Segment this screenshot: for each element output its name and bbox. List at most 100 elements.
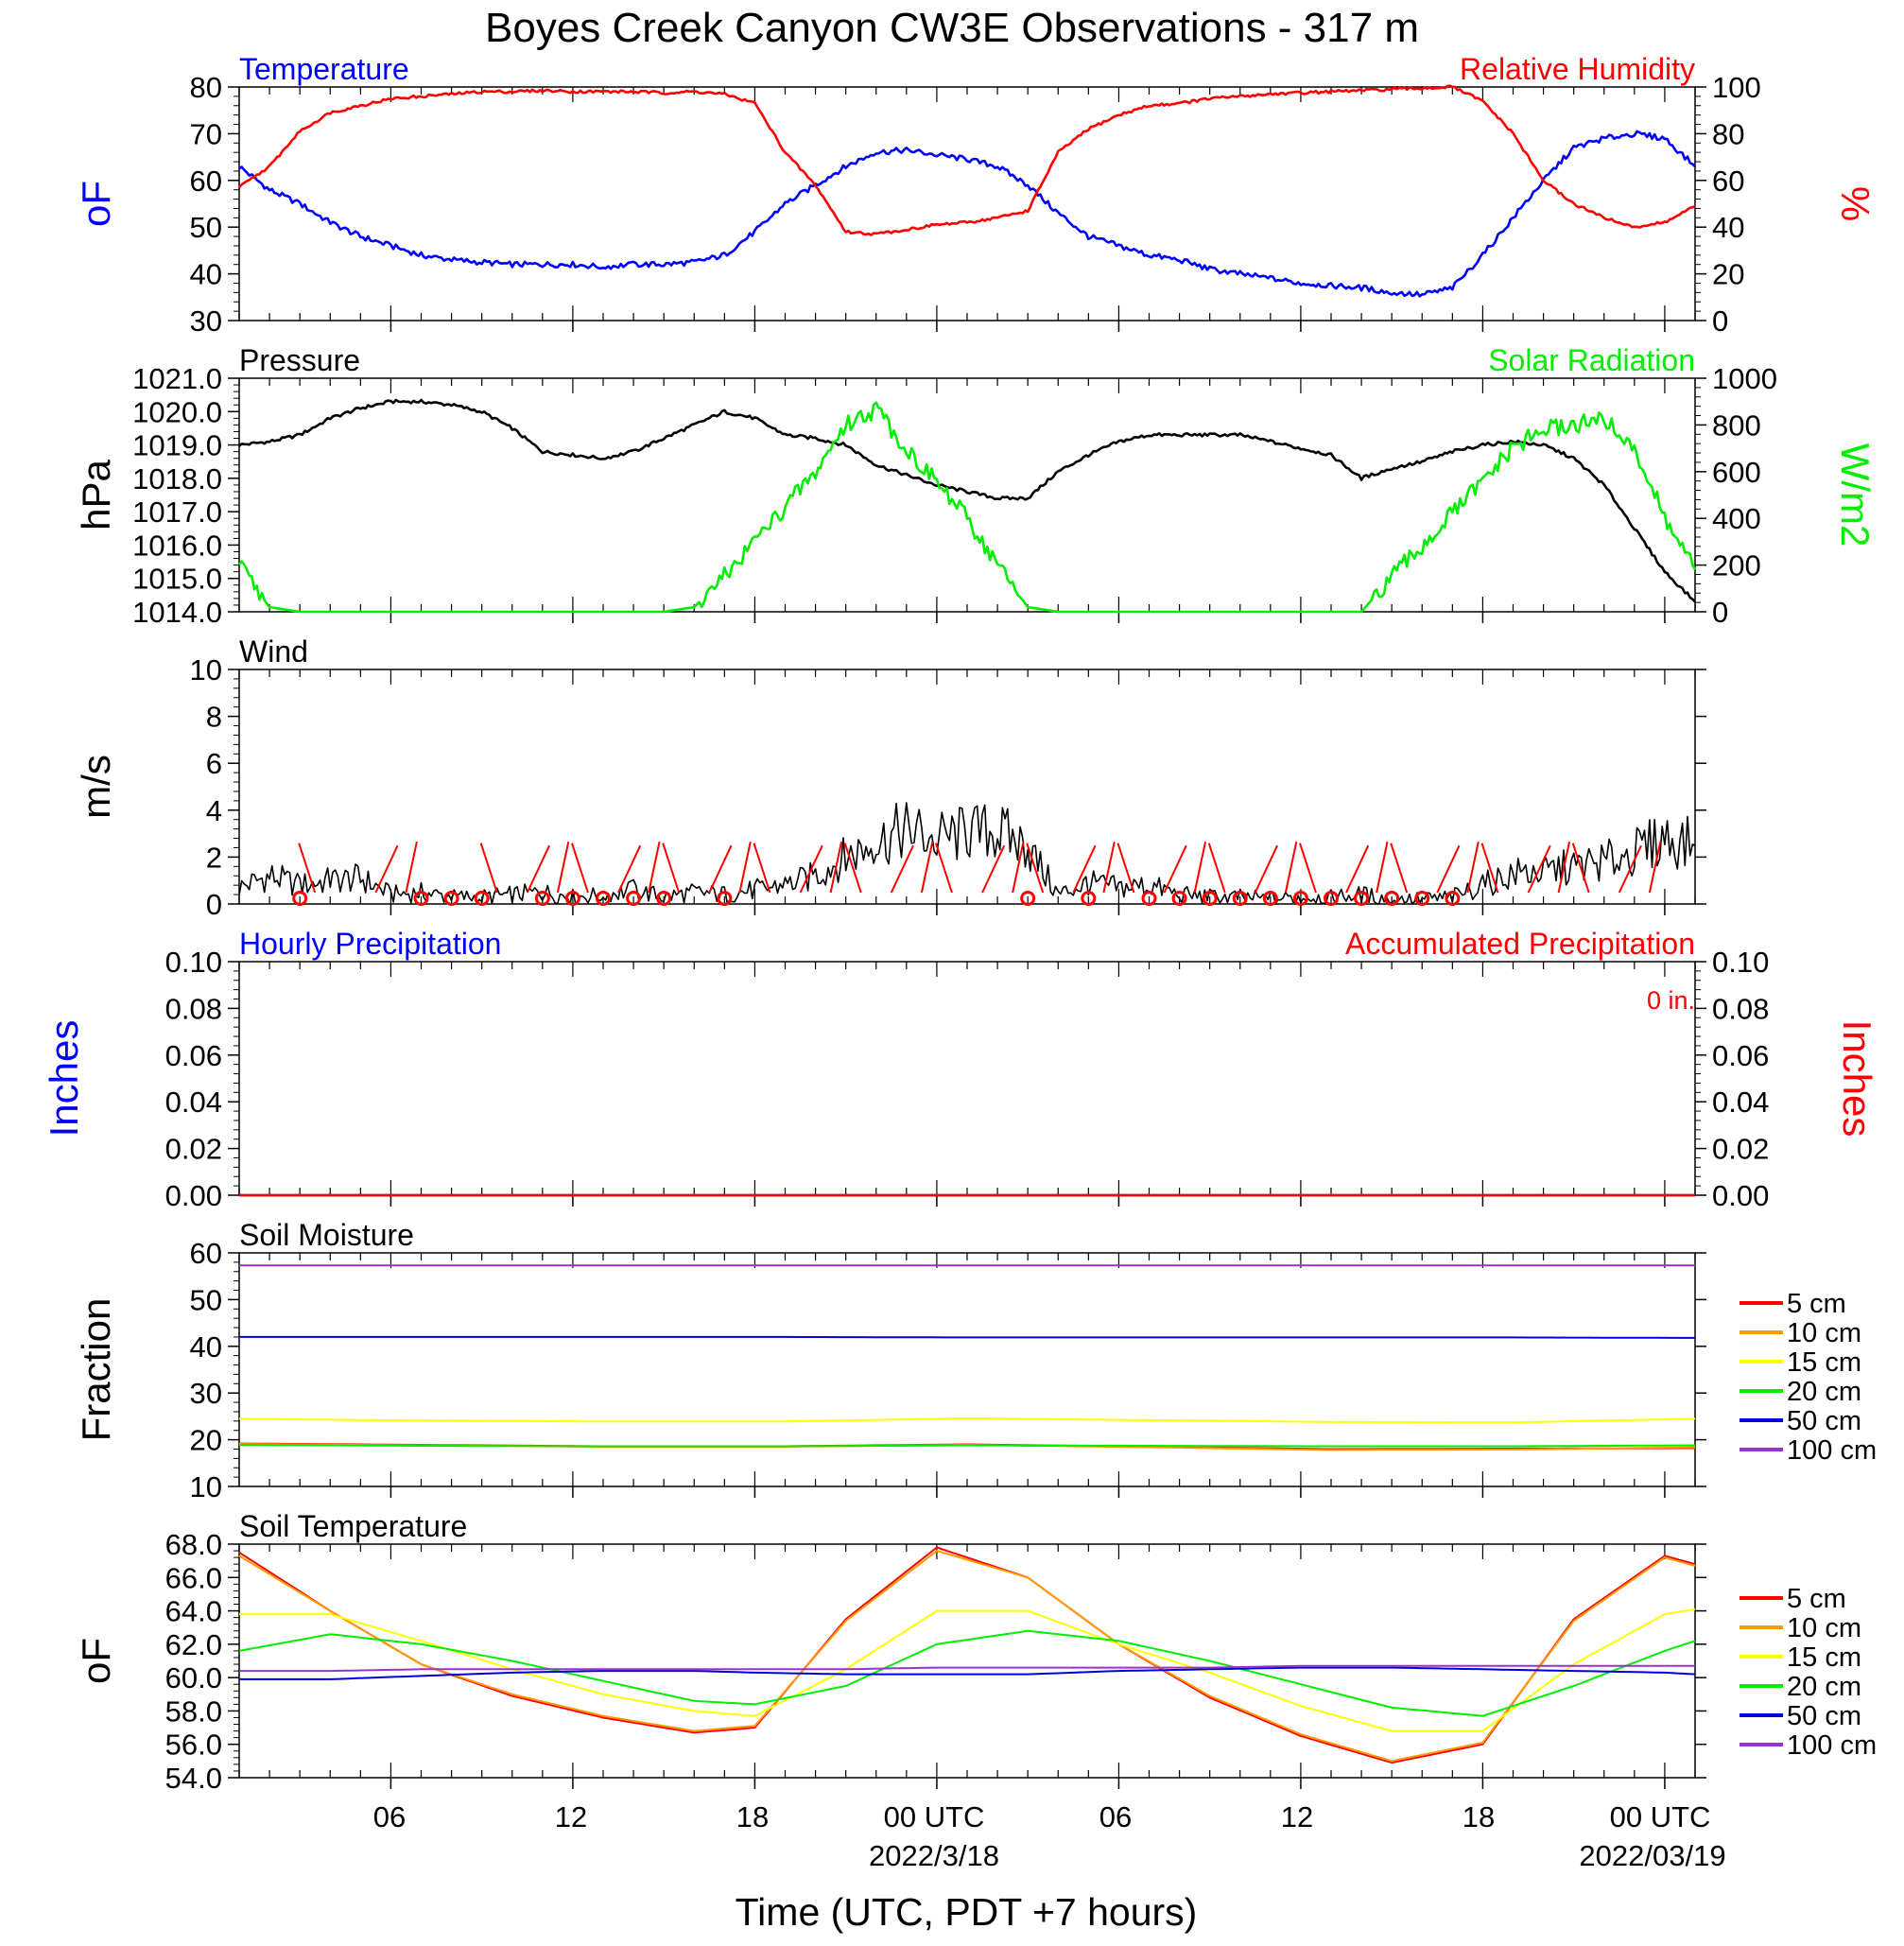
- x-tick-label: 00 UTC: [1610, 1800, 1711, 1833]
- panel-soil-temperature: 68.066.064.062.060.058.056.054.0 Soil Tem…: [74, 1509, 1877, 1795]
- y-tick-label-left: 0.00: [165, 1179, 222, 1212]
- y-tick-label-left: 30: [190, 1377, 222, 1410]
- wind-barb: [1026, 843, 1045, 894]
- wind-barb: [556, 841, 570, 894]
- wind-barb: [1207, 843, 1226, 894]
- panel-title-right: Solar Radiation: [1488, 343, 1695, 377]
- calm-wind-marker: [1232, 891, 1248, 906]
- y-tick-label-right: 60: [1712, 165, 1744, 198]
- series-line-50-cm: [239, 1335, 1695, 1339]
- y-tick-label-left: 56.0: [165, 1729, 222, 1762]
- legend-label: 10 cm: [1787, 1613, 1861, 1643]
- y-tick-label-left: 20: [190, 1424, 222, 1457]
- calm-wind-marker: [1354, 891, 1370, 906]
- series-line-relative-humidity: [238, 84, 1696, 236]
- calm-wind-marker: [1324, 891, 1339, 906]
- wind-barb: [405, 841, 418, 894]
- y-tick-label-right: 0: [1712, 596, 1728, 629]
- panel-temperature-humidity: 80 70 60 50 40 30 100 80 60 40 20 0 Temperature Relat…: [74, 52, 1878, 338]
- y-tick-label-right: 0.06: [1712, 1039, 1769, 1072]
- calm-wind-marker: [1414, 891, 1430, 906]
- wind-barb: [843, 843, 862, 894]
- series-line-15-cm: [239, 1607, 1696, 1732]
- y-tick-label-left: 1016.0: [132, 529, 222, 562]
- x-tick-label: 00 UTC: [884, 1800, 985, 1833]
- panel-precipitation: 0.10 0.08 0.06 0.04 0.02 0.00 0.10 0.08 0.06 0.04…: [42, 927, 1879, 1212]
- y-axis-label-left: oF: [74, 181, 118, 227]
- panel-frame: [238, 1543, 1696, 1779]
- wind-barb: [526, 844, 550, 894]
- wind-barb: [920, 841, 934, 894]
- calm-wind-marker: [1292, 891, 1308, 906]
- wind-barb: [935, 843, 953, 894]
- wind-barb: [1254, 844, 1278, 894]
- legend-label: 100 cm: [1787, 1435, 1877, 1466]
- series-line-20-cm: [238, 1629, 1696, 1717]
- y-tick-label-left: 70: [190, 117, 222, 150]
- calm-wind-marker: [443, 891, 459, 906]
- y-tick-label-left: 1017.0: [132, 495, 222, 529]
- calm-wind-marker: [534, 891, 550, 906]
- panel-title-left: Soil Temperature: [239, 1509, 467, 1543]
- legend-label: 5 cm: [1787, 1289, 1846, 1319]
- legend-label: 20 cm: [1787, 1672, 1861, 1702]
- calm-wind-marker: [1445, 891, 1461, 906]
- x-axis-labels: 06 12 18 00 UTC 06 12 18 00 UTC 2022/3/1…: [373, 1800, 1726, 1934]
- x-tick-label: 12: [1281, 1800, 1313, 1833]
- calm-wind-marker: [413, 891, 429, 906]
- y-tick-label-right: 0.02: [1712, 1133, 1769, 1166]
- wind-barb: [829, 841, 843, 894]
- y-tick-label-left: 62.0: [165, 1628, 222, 1661]
- y-axis-label-left: Inches: [42, 1020, 86, 1138]
- wind-barb: [1163, 844, 1187, 894]
- y-tick-label-left: 60: [190, 165, 222, 198]
- wind-barb: [1012, 841, 1025, 894]
- calm-wind-marker: [717, 891, 733, 906]
- wind-barb: [753, 843, 771, 894]
- wind-barb: [617, 844, 642, 894]
- series-line-temperature: [238, 130, 1696, 298]
- y-axis-label-right: Inches: [1835, 1020, 1879, 1138]
- y-tick-label-left: 10: [190, 1470, 222, 1503]
- wind-barb: [799, 844, 823, 894]
- calm-wind-marker: [626, 891, 642, 906]
- y-axis-label-left: hPa: [74, 459, 118, 530]
- panel-title-left: Hourly Precipitation: [239, 927, 501, 961]
- y-tick-label-left: 64.0: [165, 1595, 222, 1628]
- x-date-label: 2022/3/18: [869, 1839, 999, 1872]
- y-tick-label-left: 1019.0: [132, 429, 222, 462]
- series-line-100-cm: [239, 1664, 1695, 1673]
- y-tick-label-right: 80: [1712, 117, 1744, 150]
- y-tick-label-left: 54.0: [165, 1762, 222, 1795]
- calm-wind-marker: [1081, 891, 1097, 906]
- wind-barb: [1390, 843, 1409, 894]
- panel-wind: 10 8 6 4 2 0 Wind m/s: [74, 634, 1706, 921]
- y-tick-label-right: 0.04: [1712, 1086, 1769, 1119]
- y-tick-label-left: 58.0: [165, 1694, 222, 1728]
- calm-wind-marker: [1141, 891, 1157, 906]
- wind-barb: [708, 844, 733, 894]
- panel-title-left: Wind: [239, 634, 308, 669]
- y-tick-label-right: 400: [1712, 502, 1761, 535]
- wind-barb: [1436, 844, 1461, 894]
- y-tick-label-right: 800: [1712, 408, 1761, 442]
- y-tick-label-right: 1000: [1712, 362, 1777, 395]
- legend-label: 20 cm: [1787, 1377, 1861, 1407]
- y-tick-label-left: 0.10: [165, 946, 222, 979]
- panel-frame: [238, 1252, 1696, 1487]
- y-tick-label-left: 0.04: [165, 1086, 222, 1119]
- panel-title-left: Temperature: [239, 52, 409, 86]
- series-line-20-cm: [238, 1444, 1696, 1448]
- wind-barb: [1557, 841, 1571, 894]
- wind-barb: [1618, 844, 1642, 894]
- y-tick-label-right: 40: [1712, 211, 1744, 244]
- y-tick-label-left: 0: [206, 888, 222, 921]
- series-line-10-cm: [238, 1550, 1696, 1763]
- calm-wind-marker: [656, 891, 672, 906]
- y-axis-label-left: Fraction: [74, 1298, 118, 1442]
- panel-soil-moisture: 60 50 40 30 20 10 Soil Moisture Fraction 5 cm10 …: [74, 1218, 1877, 1503]
- panel-frame: [238, 86, 1696, 321]
- legend-label: 5 cm: [1787, 1584, 1846, 1614]
